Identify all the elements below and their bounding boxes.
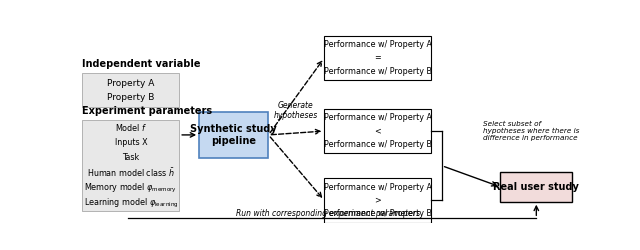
Text: Task: Task [122, 153, 140, 162]
Bar [324, 36, 431, 80]
Text: Experiment parameters: Experiment parameters [83, 106, 212, 116]
Text: Inputs X: Inputs X [115, 138, 147, 147]
Text: Memory model $\varphi_{\mathrm{memory}}$: Memory model $\varphi_{\mathrm{memory}}$ [84, 182, 177, 195]
Text: Independent variable: Independent variable [83, 60, 201, 70]
Text: Learning model $\varphi_{\mathrm{learning}}$: Learning model $\varphi_{\mathrm{learnin… [83, 197, 178, 210]
Text: Human model class $\bar{h}$: Human model class $\bar{h}$ [87, 166, 175, 179]
Text: Performance w/ Property A
<
Performance w/ Property B: Performance w/ Property A < Performance … [324, 113, 431, 149]
Text: Synthetic study
pipeline: Synthetic study pipeline [190, 124, 277, 146]
Bar [500, 172, 572, 202]
Text: Generate
hypotheses: Generate hypotheses [273, 101, 317, 120]
Text: Run with corresponding experiment parameters: Run with corresponding experiment parame… [236, 209, 420, 218]
Bar [199, 112, 269, 158]
Text: Property A: Property A [107, 79, 154, 88]
Bar [83, 120, 179, 211]
Bar [324, 109, 431, 153]
Bar [324, 178, 431, 222]
Text: Model $f$: Model $f$ [115, 122, 147, 133]
Text: Performance w/ Property A
>
Performance w/ Property B: Performance w/ Property A > Performance … [324, 183, 431, 218]
Text: Performance w/ Property A
=
Performance w/ Property B: Performance w/ Property A = Performance … [324, 40, 431, 76]
Bar [83, 73, 179, 107]
Text: Property B: Property B [107, 93, 154, 102]
Text: Select subset of
hypotheses where there is
difference in performance: Select subset of hypotheses where there … [483, 121, 579, 141]
Text: Real user study: Real user study [493, 182, 579, 192]
